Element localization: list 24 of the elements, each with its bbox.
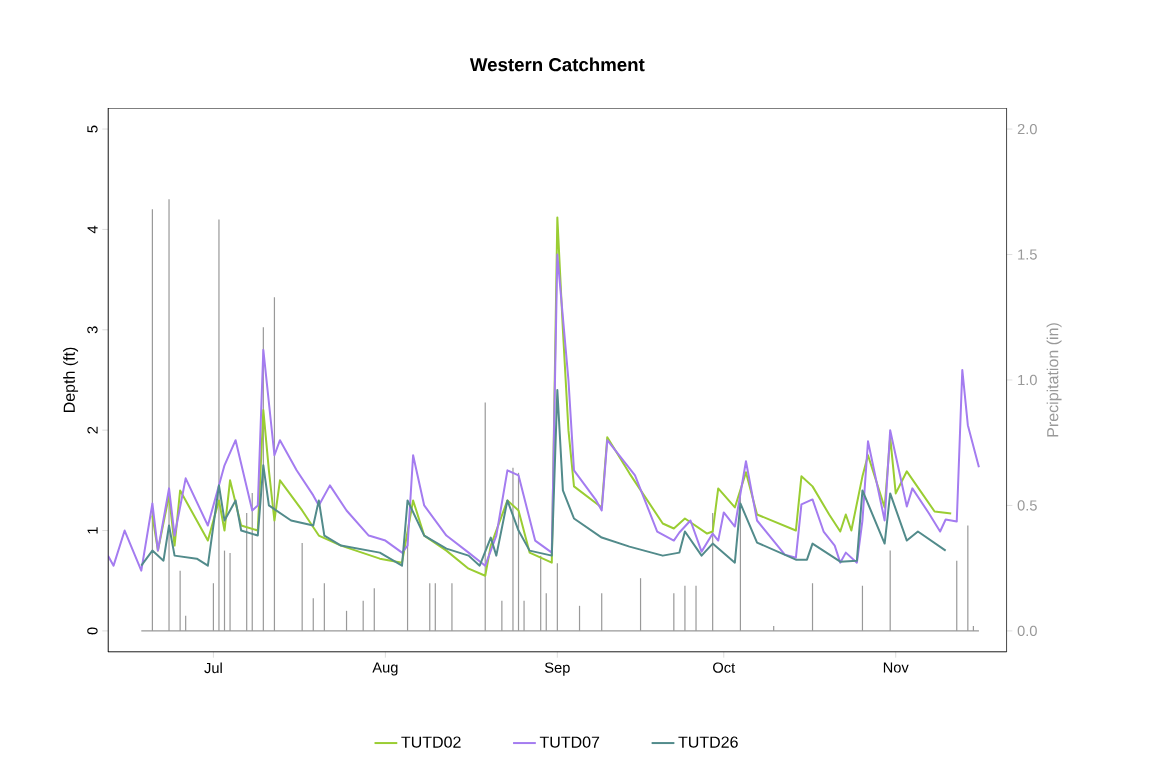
legend-label: TUTD02 (401, 736, 461, 748)
y2-tick-label: 2.0 (1017, 123, 1037, 135)
y-tick-label: 3 (87, 326, 98, 334)
x-tick-label: Oct (713, 662, 736, 673)
x-tick-label: Aug (372, 662, 398, 676)
y2-tick-label: 1.5 (1018, 249, 1037, 260)
chart-title: Western Catchment (469, 57, 645, 72)
y2-axis-title: Precipitation (in) (1046, 323, 1062, 437)
y2-tick-label: 0.0 (1017, 625, 1037, 637)
y-axis-title: Depth (ft) (63, 347, 79, 413)
legend-label: TUTD07 (539, 736, 600, 748)
line-series (140, 389, 947, 567)
y-tick-label: 0 (87, 627, 98, 635)
y-tick-label: 2 (87, 426, 98, 434)
y2-tick-label: 1.0 (1018, 374, 1037, 386)
x-tick-label: Nov (883, 662, 909, 673)
y-tick-label: 5 (87, 125, 98, 133)
x-tick-label: Jul (204, 662, 222, 674)
y-tick-label: 4 (87, 225, 98, 234)
legend-label: TUTD26 (678, 736, 738, 748)
y-tick-label: 1 (87, 527, 98, 534)
x-tick-label: Sep (544, 662, 570, 676)
line-series (108, 253, 980, 572)
y2-tick-label: 0.5 (1017, 500, 1037, 511)
